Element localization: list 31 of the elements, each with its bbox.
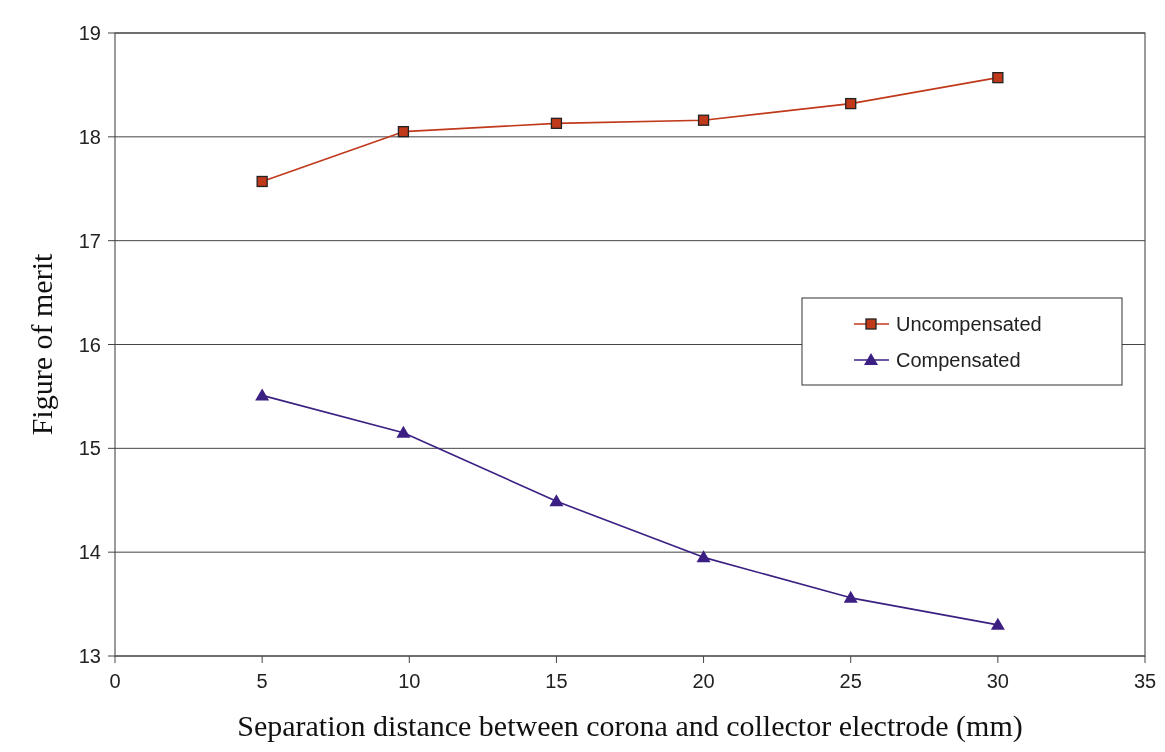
x-tick-label: 20 (692, 670, 715, 692)
point (397, 125, 410, 138)
point (256, 175, 268, 188)
legend-label: Compensated (896, 349, 1021, 371)
point (845, 97, 857, 110)
y-axis-title: Figure of merit (25, 253, 58, 436)
point (550, 117, 563, 129)
y-tick-label: 18 (78, 125, 101, 148)
x-tick-label: 5 (256, 670, 268, 692)
y-tick-label: 14 (78, 541, 101, 564)
point (255, 388, 270, 401)
x-tick-label: 15 (545, 670, 568, 692)
point (549, 494, 564, 507)
legend-label: Uncompensated (896, 313, 1042, 335)
y-tick-label: 13 (78, 645, 101, 667)
x-tick-label: 10 (398, 670, 421, 692)
x-tick-label: 30 (986, 670, 1009, 692)
point (990, 617, 1005, 630)
point (696, 550, 711, 563)
y-tick-label: 19 (78, 22, 101, 44)
x-axis-title: Separation distance between corona and collector electrode (mm) (237, 709, 1023, 743)
y-tick-label: 16 (78, 333, 101, 356)
point (843, 590, 858, 603)
point (396, 425, 411, 438)
y-tick-label: 15 (78, 437, 101, 460)
x-tick-label: 35 (1133, 670, 1157, 692)
point (992, 72, 1004, 84)
y-tick-label: 17 (78, 229, 101, 252)
x-tick-label: 0 (109, 670, 121, 692)
point (697, 114, 710, 126)
x-tick-label: 25 (839, 670, 862, 692)
